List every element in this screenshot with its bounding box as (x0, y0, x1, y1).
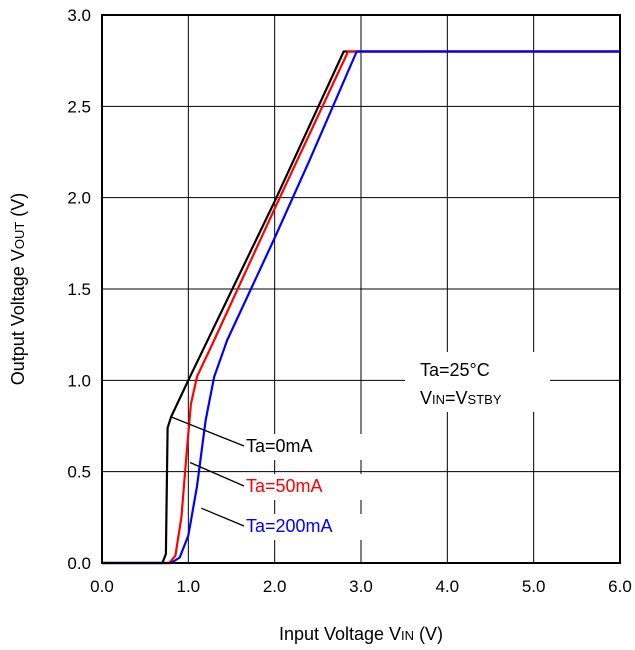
x-tick-label: 3.0 (349, 577, 373, 596)
y-tick-label: 0.0 (67, 554, 91, 573)
annotation-background (242, 434, 372, 460)
annotation-label: Ta=200mA (246, 516, 333, 536)
x-tick-label: 2.0 (263, 577, 287, 596)
y-tick-label: 2.5 (67, 97, 91, 116)
series-line (102, 50, 620, 565)
annotation-label: Ta=50mA (246, 476, 323, 496)
series-lines (102, 50, 620, 565)
plot-frame (101, 14, 621, 564)
x-tick-label: 4.0 (436, 577, 460, 596)
y-tick-label: 3.0 (67, 6, 91, 25)
annotation-leader-line (189, 461, 245, 487)
x-tick-label: 1.0 (177, 577, 201, 596)
condition-box (405, 352, 550, 412)
y-axis-label: Output Voltage VOUT (V) (8, 193, 28, 386)
annotation-label: Ta=0mA (246, 436, 313, 456)
annotation-leader-line (201, 507, 245, 527)
series-annotations: Ta=0mA Ta=50mA Ta=200mA (170, 416, 372, 540)
x-tick-label: 0.0 (90, 577, 114, 596)
y-tick-label: 0.5 (67, 463, 91, 482)
x-tick-label: 5.0 (522, 577, 546, 596)
annotation-background (242, 514, 372, 540)
condition-vin: VIN=VSTBY (420, 388, 502, 408)
condition-temperature: Ta=25°C (420, 360, 490, 380)
annotation-leader-line (170, 416, 245, 447)
y-tick-label: 1.0 (67, 371, 91, 390)
annotation-background (242, 474, 372, 500)
y-tick-label: 2.0 (67, 189, 91, 208)
y-tick-label: 1.5 (67, 280, 91, 299)
x-tick-label: 6.0 (608, 577, 632, 596)
series-line (102, 50, 620, 565)
y-tick-labels: 0.0 0.5 1.0 1.5 2.0 2.5 3.0 (67, 6, 91, 573)
x-tick-labels: 0.0 1.0 2.0 3.0 4.0 5.0 6.0 (90, 577, 632, 596)
x-axis-label: Input Voltage VIN (V) (279, 624, 443, 644)
series-line (102, 50, 620, 565)
